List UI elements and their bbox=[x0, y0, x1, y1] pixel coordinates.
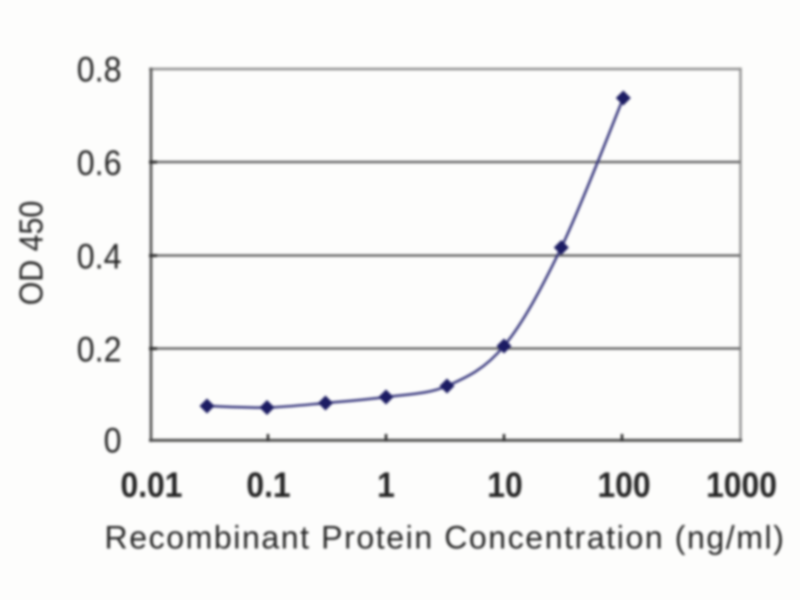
svg-text:0.2: 0.2 bbox=[77, 331, 122, 370]
svg-text:0.6: 0.6 bbox=[77, 145, 122, 184]
svg-text:0: 0 bbox=[104, 422, 122, 461]
svg-text:100: 100 bbox=[597, 467, 650, 506]
svg-text:0.4: 0.4 bbox=[77, 238, 122, 277]
svg-text:10: 10 bbox=[487, 467, 522, 506]
svg-text:1000: 1000 bbox=[706, 467, 777, 506]
svg-text:0.8: 0.8 bbox=[77, 51, 122, 90]
svg-text:0.1: 0.1 bbox=[246, 467, 290, 506]
svg-text:1: 1 bbox=[377, 467, 395, 506]
svg-text:0.01: 0.01 bbox=[121, 467, 183, 506]
svg-text:OD 450: OD 450 bbox=[12, 201, 49, 306]
svg-text:Recombinant Protein Concentrat: Recombinant Protein Concentration (ng/ml… bbox=[104, 520, 785, 556]
